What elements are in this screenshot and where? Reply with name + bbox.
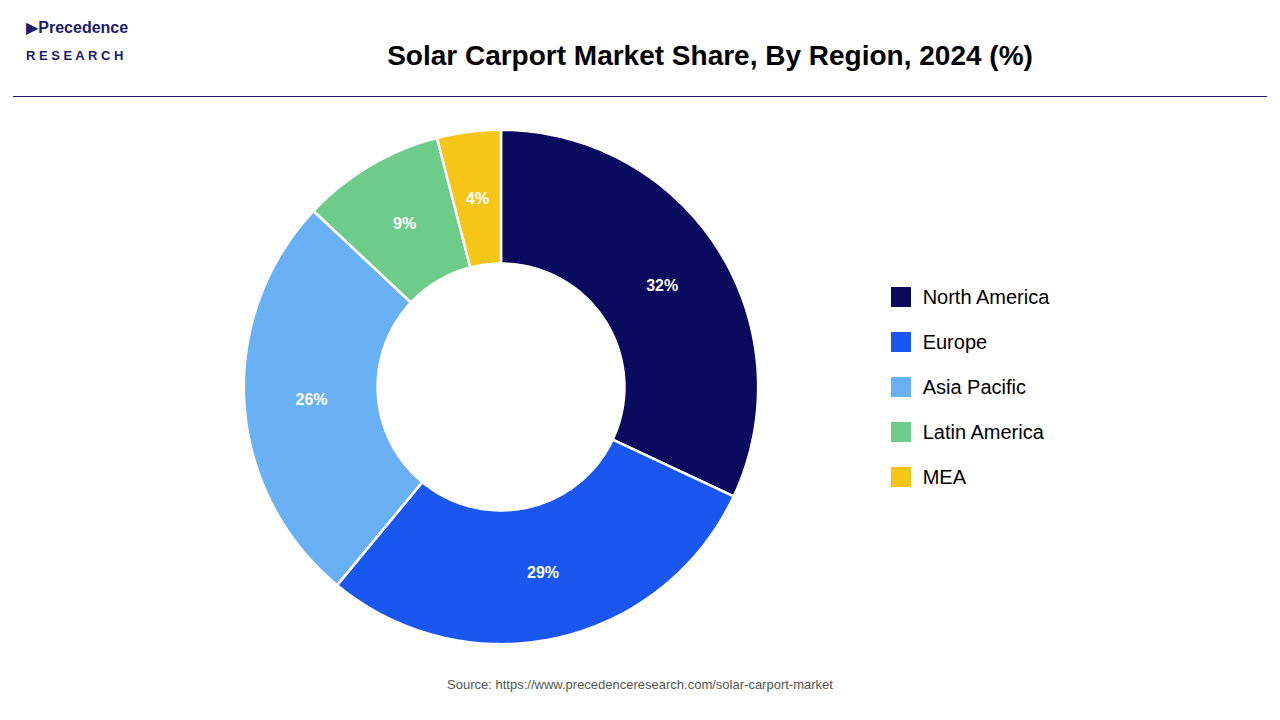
html-text:North America: North America	[922, 285, 1050, 308]
html-text:Asia Pacific: Asia Pacific	[922, 375, 1026, 398]
svg-text:9%: 9%	[393, 215, 416, 232]
svg-text:32%: 32%	[646, 277, 678, 294]
svg-text:29%: 29%	[527, 564, 559, 581]
html-text:Source: https://www.precedence: Source: https://www.precedenceresearch.c…	[447, 677, 833, 692]
svg-text:26%: 26%	[295, 391, 327, 408]
html-text:R E S E A R C H: R E S E A R C H	[26, 48, 124, 63]
svg-text:4%: 4%	[466, 190, 489, 207]
html-text:MEA: MEA	[922, 465, 966, 488]
html-text:Latin America: Latin America	[922, 420, 1044, 443]
html-text:▶Precedence: ▶Precedence	[26, 19, 129, 36]
html-text:Europe: Europe	[922, 330, 988, 353]
html-text:Solar Carport Market Share, By: Solar Carport Market Share, By Region, 2…	[387, 40, 1033, 71]
